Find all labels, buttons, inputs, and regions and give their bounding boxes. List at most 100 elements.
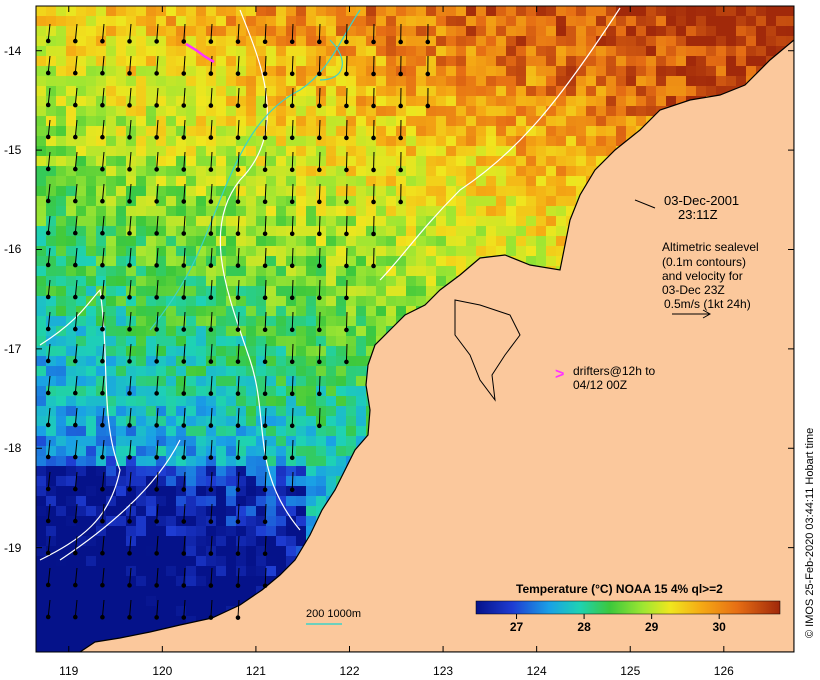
sst-cell (166, 66, 177, 77)
sst-cell (456, 186, 467, 197)
sst-cell (86, 466, 97, 477)
sst-cell (126, 386, 137, 397)
sst-cell (336, 96, 347, 107)
sst-cell (446, 236, 457, 247)
sst-cell (466, 136, 477, 147)
sst-cell (726, 26, 737, 37)
sst-cell (96, 506, 107, 517)
sst-cell (386, 106, 397, 117)
sst-cell (426, 86, 437, 97)
sst-cell (196, 296, 207, 307)
sst-cell (406, 16, 417, 27)
sst-cell (226, 56, 237, 67)
sst-cell (376, 56, 387, 67)
sst-cell (76, 566, 87, 577)
sst-cell (196, 166, 207, 177)
sst-cell (556, 56, 567, 67)
sst-cell (476, 16, 487, 27)
sst-cell (66, 556, 77, 567)
sst-cell (506, 126, 517, 137)
sst-cell (406, 216, 417, 227)
sst-cell (196, 186, 207, 197)
sst-cell (616, 116, 627, 127)
sst-cell (156, 6, 167, 17)
sst-cell (76, 326, 87, 337)
sst-cell (116, 156, 127, 167)
sst-cell (576, 56, 587, 67)
sst-cell (276, 86, 287, 97)
sst-cell (186, 596, 197, 607)
sst-cell (336, 276, 347, 287)
sst-cell (506, 116, 517, 127)
sst-cell (286, 186, 297, 197)
sst-cell (286, 386, 297, 397)
sst-cell (336, 246, 347, 257)
sst-cell (306, 226, 317, 237)
sst-cell (356, 196, 367, 207)
sst-cell (186, 146, 197, 157)
sst-cell (546, 116, 557, 127)
sst-cell (296, 526, 307, 537)
sst-cell (316, 206, 327, 217)
sst-cell (526, 176, 537, 187)
sst-cell (56, 326, 67, 337)
sst-cell (606, 146, 617, 157)
sst-cell (256, 166, 267, 177)
sst-cell (236, 416, 247, 427)
sst-cell (606, 86, 617, 97)
sst-cell (386, 256, 397, 267)
sst-cell (236, 566, 247, 577)
sst-cell (156, 456, 167, 467)
sst-cell (316, 306, 327, 317)
sst-cell (256, 246, 267, 257)
sst-cell (366, 146, 377, 157)
sst-cell (306, 176, 317, 187)
sst-cell (236, 186, 247, 197)
sst-cell (276, 416, 287, 427)
sst-cell (216, 556, 227, 567)
sst-cell (96, 416, 107, 427)
sst-cell (186, 426, 197, 437)
sst-cell (486, 36, 497, 47)
sst-cell (306, 216, 317, 227)
sst-cell (466, 26, 477, 37)
sst-cell (126, 566, 137, 577)
sst-cell (186, 386, 197, 397)
sst-cell (176, 426, 187, 437)
sst-cell (296, 336, 307, 347)
sst-cell (206, 296, 217, 307)
sst-cell (36, 236, 47, 247)
sst-cell (146, 376, 157, 387)
sst-cell (256, 536, 267, 547)
sst-cell (526, 76, 537, 87)
sst-cell (76, 316, 87, 327)
sst-cell (216, 96, 227, 107)
sst-cell (66, 606, 77, 617)
sst-cell (296, 506, 307, 517)
sst-cell (166, 266, 177, 277)
sst-cell (606, 46, 617, 57)
sst-cell (76, 286, 87, 297)
sst-cell (326, 326, 337, 337)
sst-cell (236, 466, 247, 477)
sst-cell (216, 206, 227, 217)
sst-cell (436, 196, 447, 207)
velocity-arrow (183, 55, 186, 74)
sst-cell (126, 66, 137, 77)
sst-cell (216, 116, 227, 127)
sst-cell (366, 126, 377, 137)
sst-cell (346, 336, 357, 347)
sst-cell (116, 196, 127, 207)
sst-cell (56, 376, 67, 387)
sst-cell (366, 236, 377, 247)
sst-cell (416, 26, 427, 37)
sst-cell (756, 56, 767, 67)
sst-cell (46, 486, 57, 497)
sst-cell (36, 216, 47, 227)
sst-cell (106, 206, 117, 217)
sst-cell (96, 146, 107, 157)
sst-cell (496, 136, 507, 147)
sst-cell (186, 396, 197, 407)
sst-cell (716, 46, 727, 57)
sst-cell (436, 56, 447, 67)
